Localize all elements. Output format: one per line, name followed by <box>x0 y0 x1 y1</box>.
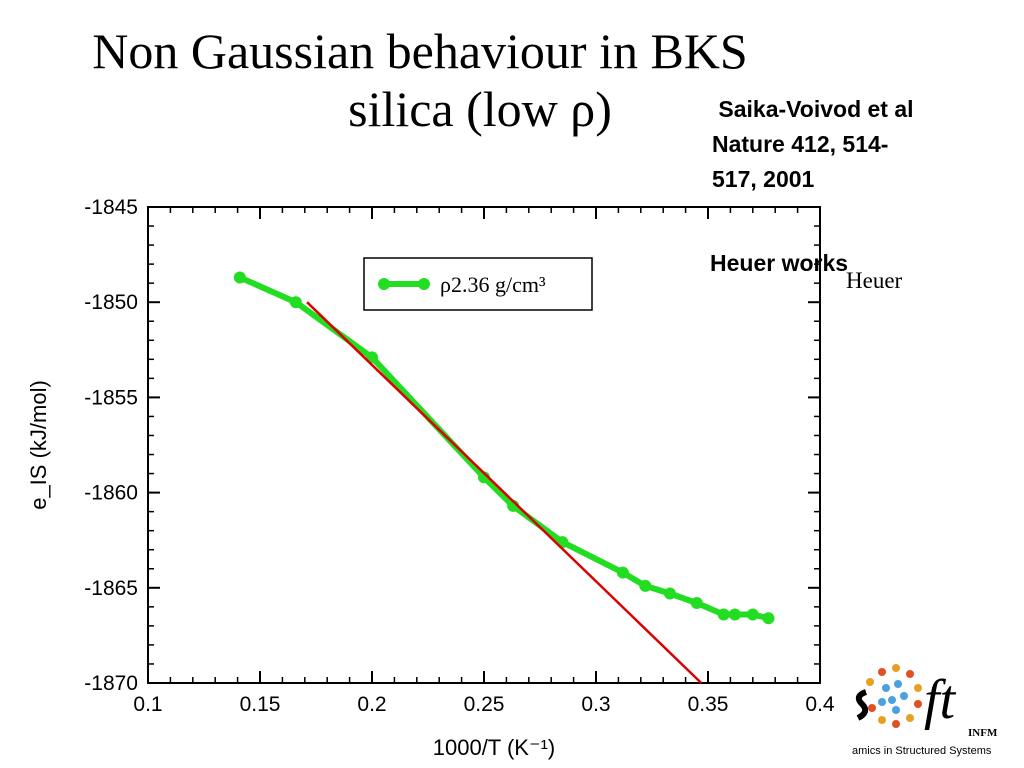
data-point <box>289 296 302 309</box>
fit-line <box>306 301 703 684</box>
legend-swatch-marker <box>418 278 430 290</box>
chart-legend: ρ2.36 g/cm³ <box>363 257 593 311</box>
heuer-note: Heuer <box>846 268 903 293</box>
data-point <box>639 579 652 592</box>
x-tick-label: 0.15 <box>240 693 281 716</box>
y-tick-label: -1850 <box>84 291 138 314</box>
logo-s-glyph <box>855 689 869 721</box>
y-tick-label: -1855 <box>84 386 138 409</box>
logo-text-sub: INFM <box>968 727 998 739</box>
title-line-1: Non Gaussian behaviour in BKS <box>92 23 748 79</box>
x-tick-label: 0.1 <box>133 693 162 716</box>
y-axis-label: e_IS (kJ/mol) <box>26 380 51 510</box>
title-line-2: silica (low ρ) <box>348 81 612 137</box>
data-point <box>762 612 775 625</box>
reference-citation: Saika-Voivod et al Nature 412, 514- 517,… <box>712 92 1012 197</box>
x-tick-label: 0.4 <box>805 693 835 716</box>
reference-line-2: Nature 412, 514- <box>712 131 889 157</box>
y-tick-label: -1845 <box>84 196 138 219</box>
y-tick-label: -1870 <box>84 672 138 695</box>
y-tick-label: -1860 <box>84 482 138 505</box>
x-tick-label: 0.25 <box>464 693 505 716</box>
logo-dots <box>866 664 922 728</box>
data-point <box>233 271 246 284</box>
data-point <box>746 608 759 621</box>
y-tick-label: -1865 <box>84 577 138 600</box>
reference-line-1: Saika-Voivod et al <box>712 96 914 122</box>
x-axis-label: 1000/T (K⁻¹) <box>433 735 555 760</box>
x-tick-label: 0.2 <box>357 693 386 716</box>
legend-label: ρ2.36 g/cm³ <box>440 272 546 297</box>
logo-text-main: ft <box>924 669 957 731</box>
data-point <box>663 587 676 600</box>
data-point <box>690 597 703 610</box>
x-tick-label: 0.3 <box>581 693 610 716</box>
data-point <box>717 608 730 621</box>
x-tick-label: 0.35 <box>688 693 729 716</box>
reference-line-3: 517, 2001 <box>712 166 815 192</box>
soft-infm-logo: ft INFM amics in Structured Systems <box>852 664 998 757</box>
heuer-works-note: Heuer works <box>710 250 849 276</box>
data-point <box>616 566 629 579</box>
logo-caption: amics in Structured Systems <box>852 745 992 757</box>
legend-swatch-marker <box>378 278 390 290</box>
data-point <box>728 608 741 621</box>
series-line <box>238 274 770 622</box>
slide-title: Non Gaussian behaviour in BKS silica (lo… <box>60 22 780 138</box>
